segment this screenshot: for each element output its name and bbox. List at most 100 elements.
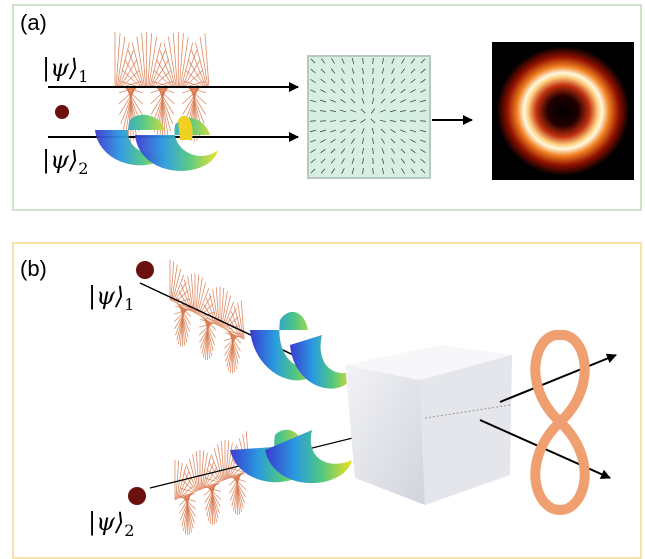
stroke-segment: [181, 479, 196, 493]
stroke-segment: [391, 78, 395, 84]
stroke-segment: [117, 42, 130, 88]
stroke-segment: [420, 139, 426, 143]
stroke-segment: [340, 88, 346, 94]
stroke-segment: [400, 68, 406, 74]
stroke-segment: [182, 50, 198, 88]
stroke-segment: [361, 138, 365, 144]
stroke-segment: [381, 168, 385, 174]
stroke-segment: [372, 67, 374, 75]
stroke-segment: [381, 88, 385, 94]
particle: [136, 261, 154, 279]
stroke-segment: [190, 273, 195, 313]
entanglement-loop: [530, 330, 590, 516]
stroke-segment: [199, 36, 209, 88]
stroke-segment: [390, 138, 396, 144]
stroke-segment: [181, 86, 201, 105]
stroke-segment: [172, 33, 178, 88]
stroke-segment: [381, 138, 385, 144]
stroke-segment: [310, 168, 316, 174]
stroke-segment: [381, 58, 385, 64]
helix: [114, 32, 210, 142]
stroke-segment: [420, 158, 426, 164]
stroke-segment: [361, 128, 365, 134]
cube: [345, 345, 512, 505]
stroke-segment: [381, 158, 385, 164]
stroke-segment: [410, 158, 416, 164]
stroke-segment: [401, 168, 405, 174]
stroke-segment: [173, 309, 188, 322]
stroke-segment: [178, 290, 192, 312]
stroke-segment: [124, 59, 142, 88]
stroke-segment: [351, 158, 355, 164]
stroke-segment: [361, 87, 365, 95]
stroke-segment: [420, 58, 426, 64]
stroke-segment: [391, 58, 395, 64]
stroke-segment: [178, 492, 193, 506]
stroke-segment: [141, 33, 147, 88]
stroke-segment: [175, 460, 180, 500]
stroke-segment: [330, 68, 336, 74]
stroke-segment: [240, 300, 245, 340]
stroke-segment: [200, 318, 215, 324]
stroke-segment: [410, 78, 416, 84]
stroke-segment: [200, 450, 205, 490]
stroke-segment: [381, 148, 385, 154]
stroke-segment: [420, 168, 426, 174]
stroke-segment: [320, 89, 326, 93]
stroke-segment: [179, 492, 194, 498]
stroke-segment: [319, 120, 327, 122]
stroke-segment: [400, 78, 406, 84]
stroke-segment: [320, 99, 326, 103]
stroke-segment: [115, 33, 121, 88]
panel-a-frame: [12, 4, 642, 211]
stroke-segment: [380, 128, 386, 134]
stroke-segment: [330, 139, 336, 143]
stroke-segment: [362, 57, 364, 65]
stroke-segment: [410, 58, 416, 64]
stroke-segment: [118, 86, 138, 105]
stroke-segment: [351, 78, 355, 84]
stroke-segment: [150, 50, 166, 88]
stroke-segment: [340, 129, 346, 133]
stroke-segment: [320, 58, 326, 64]
particle: [128, 487, 146, 505]
stroke-segment: [156, 59, 174, 88]
stroke-segment: [419, 110, 427, 112]
stroke-segment: [320, 78, 326, 84]
stroke-segment: [309, 110, 317, 112]
stroke-segment: [360, 108, 366, 114]
stroke-segment: [206, 469, 221, 483]
donut-intensity: [493, 43, 633, 179]
stroke-segment: [205, 297, 218, 326]
stroke-segment: [180, 36, 189, 88]
stroke-segment: [372, 87, 374, 95]
stroke-segment: [340, 138, 346, 144]
stroke-segment: [187, 59, 206, 88]
stroke-segment: [147, 33, 153, 88]
stroke-segment: [204, 483, 218, 504]
stroke-segment: [420, 99, 426, 103]
stroke-segment: [188, 458, 198, 492]
stroke-segment: [136, 36, 145, 88]
stroke-segment: [400, 158, 406, 164]
stroke-segment: [350, 98, 356, 104]
stroke-segment: [399, 110, 407, 112]
stroke-segment: [172, 268, 182, 302]
stroke-segment: [210, 454, 223, 482]
stroke-segment: [116, 36, 126, 88]
state-label: |ψ⟩1: [88, 282, 134, 314]
stroke-segment: [400, 99, 406, 103]
stroke-segment: [149, 42, 162, 88]
stroke-segment: [410, 68, 416, 74]
stroke-segment: [371, 98, 375, 104]
stroke-segment: [339, 120, 347, 122]
stroke-segment: [370, 118, 376, 124]
stroke-segment: [361, 98, 365, 104]
stroke-segment: [230, 467, 245, 473]
stroke-segment: [148, 36, 158, 88]
stroke-segment: [196, 277, 203, 315]
stroke-segment: [372, 77, 374, 85]
stroke-segment: [330, 158, 336, 164]
spiral-wavefront: [230, 311, 355, 484]
stroke-segment: [341, 168, 345, 174]
